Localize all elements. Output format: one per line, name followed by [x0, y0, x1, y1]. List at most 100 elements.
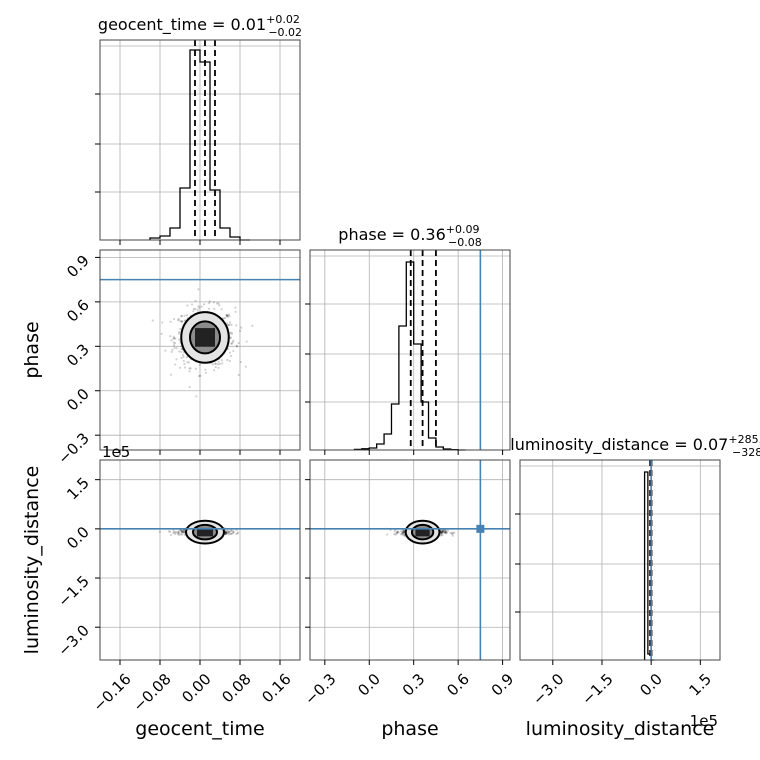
scatter-phase-vs-geocent_time-point — [178, 338, 181, 341]
scatter-phase-vs-geocent_time-point — [214, 365, 217, 369]
scatter-luminosity_distance-vs-phase-point — [442, 531, 445, 534]
scatter-luminosity_distance-vs-geocent_time-point — [227, 530, 230, 533]
x-axis-label-phase: phase — [381, 718, 438, 740]
scatter-phase-vs-geocent_time-point — [208, 300, 211, 303]
scatter-luminosity_distance-vs-geocent_time-point — [182, 531, 185, 534]
scatter-phase-vs-geocent_time-point — [218, 304, 221, 307]
scatter-phase-vs-geocent_time-point — [230, 342, 233, 345]
hist-geocent_time-step — [149, 49, 250, 241]
scatter-phase-vs-geocent_time-point — [187, 361, 190, 364]
scatter-luminosity_distance-vs-geocent_time-point — [229, 532, 232, 535]
scatter-luminosity_distance-vs-phase-point — [402, 531, 406, 534]
scatter-phase-vs-geocent_time-point — [207, 307, 211, 310]
scatter-luminosity_distance-vs-geocent_time-point — [226, 530, 229, 533]
scatter-phase-vs-geocent_time-point — [186, 304, 189, 307]
hist-geocent_time: geocent_time = 0.01+0.02 −0.02 — [95, 13, 302, 245]
scatter-luminosity_distance-vs-geocent_time-point — [224, 532, 228, 535]
hist-luminosity_distance-title: luminosity_distance = 0.07+285.13−328.07 — [510, 433, 760, 459]
scatter-luminosity_distance-vs-phase-point — [441, 530, 444, 533]
scatter-luminosity_distance-vs-geocent_time-point — [182, 529, 186, 532]
scatter-phase-vs-geocent_time-point — [169, 320, 172, 323]
hist-luminosity_distance-border — [519, 459, 721, 661]
scatter-luminosity_distance-vs-geocent_time-point — [175, 531, 178, 534]
scatter-phase-vs-geocent_time-point — [239, 360, 242, 364]
scatter-luminosity_distance-vs-phase-point — [446, 529, 450, 532]
scatter-phase-vs-geocent_time-point — [220, 308, 223, 311]
scatter-luminosity_distance-vs-phase-point — [397, 531, 400, 534]
scatter-luminosity_distance-vs-phase-point — [393, 530, 396, 533]
scatter-phase-vs-geocent_time-point — [217, 302, 220, 305]
scatter-phase-vs-geocent_time-point — [177, 332, 181, 335]
scatter-luminosity_distance-vs-phase-point — [441, 529, 445, 532]
hist-luminosity_distance: −3.0 −1.5 0.0 1.5 luminosity_distance = 0.07… — [510, 433, 760, 709]
scatter-phase-vs-geocent_time-point — [195, 395, 198, 398]
scatter-phase-vs-geocent_time-point — [227, 324, 230, 327]
scatter-luminosity_distance-vs-geocent_time-point — [224, 530, 227, 534]
scatter-luminosity_distance-vs-phase-xtick-label-2: 0.3 — [399, 670, 429, 700]
scatter-luminosity_distance-vs-geocent_time-xtick-label-3: 0.08 — [218, 670, 254, 706]
y-axis-label-luminosity_distance: luminosity_distance — [21, 466, 43, 655]
scatter-phase-vs-geocent_time-point — [178, 350, 181, 353]
scatter-phase-vs-geocent_time-point — [211, 363, 214, 366]
scatter-phase-vs-geocent_time-point — [190, 303, 194, 306]
scatter-luminosity_distance-vs-phase-point — [443, 530, 446, 534]
scatter-phase-vs-geocent_time-point — [183, 362, 186, 366]
scatter-phase-vs-geocent_time-point — [197, 305, 200, 308]
scatter-phase-vs-geocent_time-point — [230, 342, 234, 345]
scatter-phase-vs-geocent_time-point — [180, 347, 183, 351]
scatter-luminosity_distance-vs-geocent_time-point — [178, 533, 181, 537]
scatter-phase-vs-geocent_time-point — [186, 360, 189, 364]
scatter-luminosity_distance-vs-geocent_time-point — [235, 532, 238, 535]
scatter-luminosity_distance-vs-geocent_time-point — [172, 532, 175, 535]
scatter-phase-vs-geocent_time-point — [176, 319, 180, 322]
scatter-luminosity_distance-vs-geocent_time-point — [229, 532, 232, 535]
scatter-luminosity_distance-vs-geocent_time-point — [224, 532, 227, 535]
scatter-luminosity_distance-vs-geocent_time-point — [236, 531, 240, 534]
scatter-phase-vs-geocent_time-point — [173, 337, 176, 340]
scatter-phase-vs-geocent_time-point — [245, 340, 248, 343]
scatter-phase-vs-geocent_time-point — [228, 315, 231, 318]
scatter-luminosity_distance-vs-phase-point — [440, 533, 443, 537]
scatter-luminosity_distance-vs-geocent_time-ytick-label-2: 0.0 — [63, 523, 93, 553]
hist-luminosity_distance-bg — [520, 460, 720, 660]
scatter-phase-vs-geocent_time-point — [180, 320, 184, 323]
scatter-phase-vs-geocent_time-point — [204, 371, 208, 375]
scatter-luminosity_distance-vs-geocent_time-point — [174, 531, 177, 534]
scatter-luminosity_distance-vs-phase-point — [400, 532, 404, 535]
scatter-phase-vs-geocent_time-point — [177, 330, 181, 334]
hist-luminosity_distance-xtick-label-1: −1.5 — [578, 670, 616, 708]
scatter-phase-vs-geocent_time-point — [226, 314, 229, 317]
scatter-luminosity_distance-vs-geocent_time-point — [168, 530, 172, 533]
scatter-phase-vs-geocent_time-point — [228, 359, 231, 363]
scatter-phase-vs-geocent_time-point — [227, 313, 231, 316]
scatter-luminosity_distance-vs-phase-point — [440, 531, 443, 534]
scatter-luminosity_distance-vs-phase-xtick-label-1: 0.0 — [354, 670, 384, 700]
scatter-phase-vs-geocent_time-point — [235, 344, 238, 347]
scatter-phase-vs-geocent_time-point — [185, 356, 188, 359]
scatter-phase-vs-geocent_time-point — [188, 367, 191, 370]
scatter-phase-vs-geocent_time-point — [180, 350, 183, 354]
scatter-luminosity_distance-vs-geocent_time-xtick-label-0: −0.16 — [90, 670, 135, 715]
scatter-luminosity_distance-vs-geocent_time-point — [182, 530, 185, 533]
scatter-phase-vs-geocent_time-point — [183, 319, 186, 322]
scatter-phase-vs-geocent_time-ytick-label-3: 0.6 — [63, 296, 93, 326]
scatter-phase-vs-geocent_time-ytick-label-2: 0.3 — [63, 340, 93, 370]
scatter-luminosity_distance-vs-geocent_time-point — [224, 530, 228, 533]
scatter-phase-vs-geocent_time-point — [213, 369, 216, 372]
scatter-luminosity_distance-vs-phase-point — [444, 531, 447, 535]
scatter-luminosity_distance-vs-phase-xtick-label-4: 0.9 — [488, 670, 518, 700]
scatter-phase-vs-geocent_time-point — [178, 366, 182, 369]
scatter-luminosity_distance-vs-phase-point — [396, 531, 399, 534]
scatter-phase-vs-geocent_time-point — [228, 323, 231, 326]
scatter-phase-vs-geocent_time-point — [200, 305, 203, 308]
y-axis-label-phase: phase — [21, 321, 43, 378]
scatter-phase-vs-geocent_time-point — [226, 314, 229, 317]
scatter-phase-vs-geocent_time-point — [198, 363, 201, 366]
hist-phase: phase = 0.36+0.09 −0.08 — [305, 223, 511, 455]
scatter-phase-vs-geocent_time: −0.3 0.0 0.3 0.6 0.9 — [54, 249, 301, 468]
scatter-luminosity_distance-vs-geocent_time-point — [183, 533, 186, 536]
scatter-phase-vs-geocent_time-point — [231, 341, 234, 344]
scatter-phase-vs-geocent_time-point — [183, 366, 187, 369]
scatter-luminosity_distance-vs-phase-point — [440, 531, 443, 534]
scatter-luminosity_distance-vs-phase-point — [394, 533, 397, 536]
